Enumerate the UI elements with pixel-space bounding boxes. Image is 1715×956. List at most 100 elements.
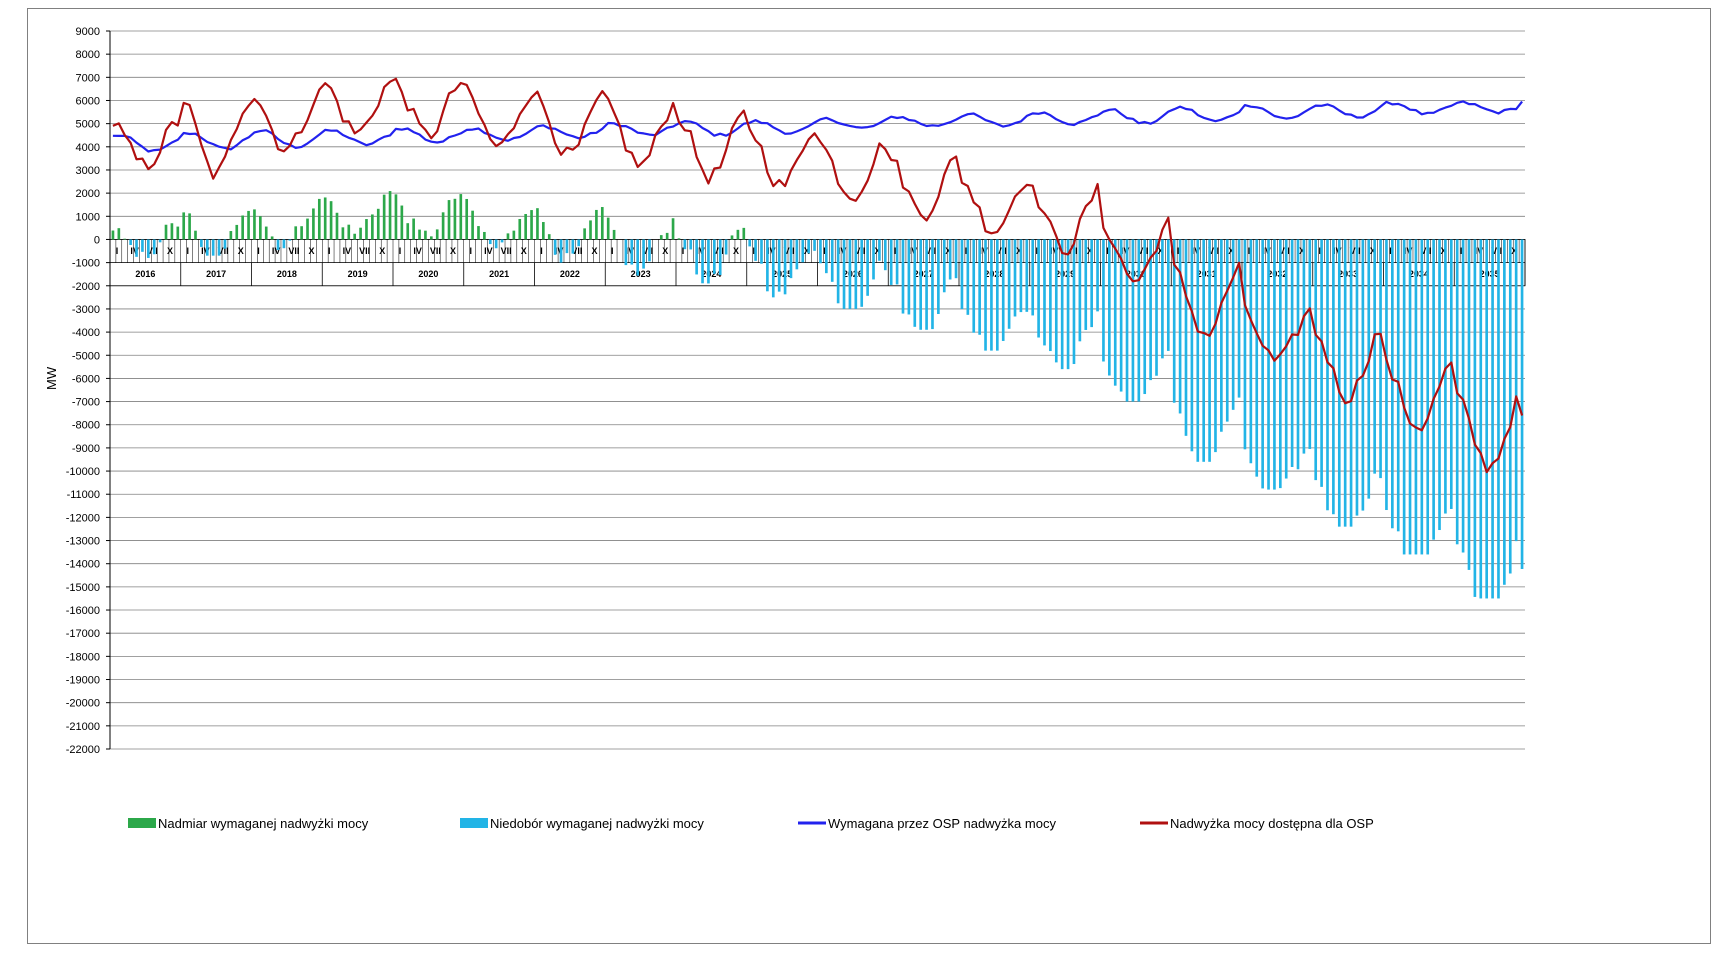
deficit-bar — [1025, 239, 1029, 312]
surplus-bar — [671, 218, 675, 240]
deficit-bar — [795, 239, 799, 270]
y-tick-label: -2000 — [72, 281, 100, 293]
legend-required: Wymagana przez OSP nadwyżka mocy — [798, 816, 1056, 831]
deficit-bar — [878, 239, 881, 261]
deficit-bar — [1060, 239, 1064, 370]
month-label: VII — [925, 246, 936, 256]
month-label: X — [379, 246, 385, 256]
deficit-bar — [848, 239, 852, 309]
deficit-bar — [760, 239, 763, 264]
month-label: IV — [413, 246, 422, 256]
y-tick-label: -3000 — [72, 304, 100, 316]
deficit-bar — [1497, 239, 1500, 599]
deficit-bar — [1308, 239, 1312, 449]
deficit-bar — [1273, 239, 1276, 490]
y-tick-label: -21000 — [66, 721, 100, 733]
month-label: IV — [1121, 246, 1130, 256]
deficit-bar — [205, 239, 209, 256]
deficit-bar — [1514, 239, 1518, 542]
deficit-bar — [1432, 239, 1435, 540]
month-label: X — [1016, 246, 1022, 256]
surplus-bar — [400, 205, 404, 240]
deficit-bar — [1373, 239, 1376, 474]
surplus-bar — [347, 224, 351, 240]
deficit-bar — [807, 239, 810, 254]
deficit-bar — [913, 239, 917, 327]
year-label: 2034 — [1409, 269, 1429, 279]
deficit-bar — [1267, 239, 1270, 490]
deficit-bar — [966, 239, 970, 315]
deficit-bar — [648, 239, 651, 262]
deficit-bar — [860, 239, 864, 307]
deficit-bar — [990, 239, 993, 351]
month-label: VII — [1350, 246, 1361, 256]
surplus-bar — [194, 230, 197, 240]
surplus-bar — [371, 214, 374, 240]
deficit-bar — [1184, 239, 1188, 436]
month-label: IV — [1262, 246, 1271, 256]
deficit-bar — [1125, 239, 1129, 402]
month-label: VII — [642, 246, 653, 256]
legend: Nadmiar wymaganej nadwyżki mocy Niedobór … — [128, 816, 1374, 831]
surplus-bar — [353, 233, 357, 240]
surplus-bar — [612, 229, 616, 240]
deficit-bar — [1491, 239, 1494, 599]
month-label: IV — [1475, 246, 1484, 256]
deficit-bar — [1320, 239, 1323, 487]
deficit-bar — [1508, 239, 1512, 574]
surplus-bar — [229, 231, 233, 240]
month-label: X — [238, 246, 244, 256]
deficit-bar — [565, 239, 569, 254]
deficit-bar — [854, 239, 858, 309]
deficit-bar — [158, 239, 162, 243]
surplus-bar — [182, 212, 186, 240]
surplus-bar — [542, 222, 545, 240]
month-label: I — [823, 246, 826, 256]
month-label: VII — [501, 246, 512, 256]
surplus-bar — [589, 220, 592, 240]
deficit-bar — [1249, 239, 1253, 464]
y-axis-ticks: -22000-21000-20000-19000-18000-17000-160… — [66, 26, 110, 756]
y-tick-label: -13000 — [66, 536, 100, 548]
line-series — [112, 77, 1524, 474]
surplus-bar — [459, 194, 463, 240]
deficit-bar — [842, 239, 846, 309]
deficit-bar — [1178, 239, 1182, 414]
month-label: I — [611, 246, 614, 256]
deficit-bar — [689, 239, 693, 250]
month-label: X — [733, 246, 739, 256]
surplus-bar — [188, 213, 191, 240]
month-label: IV — [696, 246, 705, 256]
month-label: I — [1248, 246, 1251, 256]
y-tick-label: -20000 — [66, 698, 100, 710]
legend-deficit-label: Niedobór wymaganej nadwyżki mocy — [490, 816, 704, 831]
month-label: VII — [218, 246, 229, 256]
deficit-bar — [1066, 239, 1070, 370]
deficit-bar — [695, 239, 698, 275]
surplus-bar — [388, 191, 392, 240]
deficit-bar — [559, 239, 563, 263]
year-label: 2028 — [984, 269, 1004, 279]
deficit-bar — [724, 239, 728, 255]
deficit-bar — [766, 239, 769, 292]
deficit-bar — [624, 239, 628, 266]
deficit-bar — [836, 239, 840, 304]
deficit-bar — [1161, 239, 1164, 359]
surplus-bar — [659, 235, 663, 240]
y-tick-label: -9000 — [72, 443, 100, 455]
deficit-bar — [866, 239, 869, 296]
deficit-bar — [1119, 239, 1123, 392]
deficit-bar — [748, 239, 752, 247]
y-tick-label: -11000 — [67, 489, 100, 501]
deficit-bar — [984, 239, 987, 351]
deficit-bar — [1337, 239, 1341, 527]
month-label: I — [1106, 246, 1109, 256]
surplus-bar — [376, 208, 380, 240]
deficit-bar — [972, 239, 976, 333]
surplus-bar — [547, 234, 551, 240]
surplus-bar — [323, 197, 327, 240]
month-label: IV — [272, 246, 281, 256]
surplus-bar — [264, 226, 268, 240]
deficit-bar — [771, 239, 775, 298]
surplus-bar — [441, 212, 445, 240]
